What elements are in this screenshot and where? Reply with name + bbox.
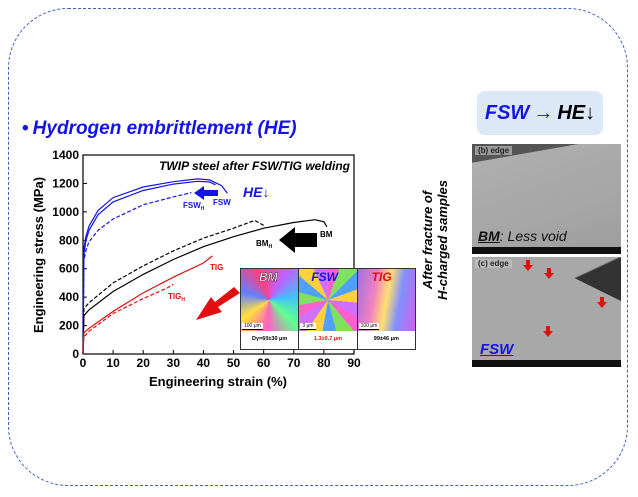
- x-tick-label: 50: [227, 356, 241, 370]
- badge-fsw: FSW: [484, 101, 530, 124]
- sem-caption-fsw: FSW: [480, 341, 514, 358]
- void-arrow-icon: [597, 297, 607, 308]
- curve-fsw-h: [82, 192, 192, 355]
- inset-title-bm: BM: [259, 270, 278, 285]
- curve-tig: [82, 255, 213, 355]
- inset-panel-bm: BM 100 μm Dγ=60±30 μm: [241, 269, 300, 349]
- caption-bm-rest: : Less void: [499, 228, 567, 244]
- x-tick-label: 0: [80, 356, 87, 370]
- y-tick-label: 400: [59, 290, 79, 304]
- dashed-frame: [8, 8, 628, 486]
- inset-title-tig: TIG: [371, 270, 392, 284]
- title-text: Hydrogen embrittlement (HE): [32, 118, 297, 139]
- sem-caption-bm: BM: Less void: [478, 228, 567, 244]
- section-title: • Hydrogen embrittlement (HE): [22, 118, 297, 139]
- sem-image-bm: (b) edge BM: Less void: [472, 144, 621, 254]
- he-label: HE↓: [243, 184, 269, 200]
- y-tick-label: 1400: [52, 148, 79, 162]
- x-axis-label: Engineering strain (%): [149, 374, 287, 389]
- grain-size-fsw: 1.3±0.7 μm: [313, 336, 343, 342]
- side-label-line2: H-charged samples: [435, 180, 450, 300]
- chart-title: TWIP steel after FSW/TIG welding: [159, 159, 351, 173]
- fswh-main: FSW: [183, 201, 201, 210]
- y-axis-label: Engineering stress (MPa): [31, 177, 46, 333]
- tigh-sub: H: [181, 297, 185, 303]
- sem-info-bar: [472, 360, 621, 367]
- tig-arrow-icon: [196, 287, 240, 320]
- x-tick-label: 60: [257, 356, 271, 370]
- tig-label: TIG: [210, 263, 223, 272]
- badge-he: HE↓: [557, 101, 596, 124]
- y-tick-label: 200: [59, 319, 79, 333]
- sem-label-c: (c) edge: [475, 259, 512, 268]
- scale-bar-bm: 100 μm: [242, 323, 263, 330]
- curve-bm-h: [82, 219, 264, 355]
- bm-label: BM: [320, 230, 333, 239]
- fswh-label: FSWH: [183, 201, 205, 212]
- void-arrow-icon: [543, 326, 553, 337]
- tigh-main: TIG: [168, 292, 181, 301]
- bm-arrow-icon: [279, 227, 317, 253]
- y-tick-label: 600: [59, 262, 79, 276]
- fswh-sub: H: [201, 206, 205, 212]
- inset-panel-fsw: FSW 3 μm 1.3±0.7 μm: [299, 269, 358, 349]
- right-arrow-icon: →: [533, 101, 554, 124]
- ebsd-map-fsw: FSW 3 μm: [299, 269, 357, 331]
- fsw-he-badge: FSW → HE↓: [477, 91, 603, 135]
- fsw-arrow-icon: [194, 186, 218, 200]
- x-tick-label: 20: [137, 356, 151, 370]
- curve-fsw: [82, 180, 216, 355]
- curve-bm: [82, 219, 328, 355]
- y-tick-label: 0: [72, 347, 79, 361]
- y-tick-label: 1000: [52, 205, 79, 219]
- bmh-main: BM: [256, 239, 269, 248]
- grain-size-tig: 99±46 μm: [373, 336, 399, 342]
- bmh-label: BMH: [256, 239, 272, 250]
- void-arrow-icon: [523, 260, 533, 271]
- x-tick-label: 80: [317, 356, 331, 370]
- fsw-label: FSW: [213, 198, 231, 207]
- bmh-sub: H: [268, 244, 272, 250]
- curve-tig-h: [82, 283, 174, 355]
- sem-info-bar: [472, 247, 621, 254]
- plot-frame: [82, 154, 355, 355]
- y-tick-label: 800: [59, 233, 79, 247]
- y-tick-label: 1200: [52, 176, 79, 190]
- void-arrow-icon: [544, 268, 554, 279]
- inset-panel-tig: TIG 100 μm 99±46 μm: [357, 269, 415, 349]
- x-tick-label: 90: [347, 356, 361, 370]
- grain-size-bm: Dγ=60±30 μm: [252, 336, 288, 342]
- x-tick-label: 10: [106, 356, 120, 370]
- scale-bar-fsw: 3 μm: [300, 323, 316, 330]
- scale-bar-tig: 100 μm: [358, 323, 380, 330]
- sem-image-fsw: (c) edge FSW: [472, 257, 621, 367]
- x-tick-label: 70: [287, 356, 301, 370]
- x-tick-label: 40: [197, 356, 211, 370]
- side-label-line1: After fracture of: [420, 190, 435, 290]
- x-tick-label: 30: [167, 356, 181, 370]
- curve-fsw: [82, 178, 228, 355]
- side-label: After fracture of H-charged samples: [420, 165, 450, 315]
- tigh-label: TIGH: [168, 292, 185, 303]
- ebsd-map-tig: TIG 100 μm: [357, 269, 415, 331]
- ebsd-map-bm: BM 100 μm: [241, 269, 299, 331]
- sem-label-b: (b) edge: [475, 146, 513, 155]
- caption-bm-bold: BM: [478, 228, 500, 244]
- microstructure-inset: BM 100 μm Dγ=60±30 μm FSW 3 μm 1.3±0.7 μ…: [240, 268, 416, 350]
- inset-title-fsw: FSW: [311, 270, 338, 284]
